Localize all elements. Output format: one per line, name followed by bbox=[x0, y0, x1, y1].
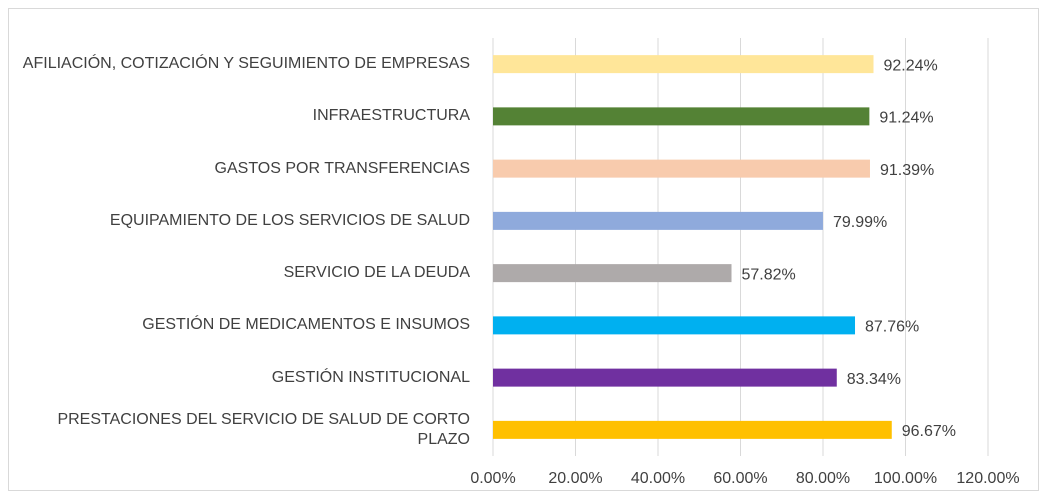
bar bbox=[493, 159, 870, 178]
x-tick-label: 100.00% bbox=[874, 470, 937, 487]
y-tick-label: PRESTACIONES DEL SERVICIO DE SALUD DE CO… bbox=[57, 410, 470, 448]
data-label: 87.76% bbox=[865, 319, 919, 336]
bar bbox=[493, 316, 856, 335]
x-tick-label: 40.00% bbox=[631, 470, 685, 487]
data-label: 79.99% bbox=[833, 214, 887, 231]
x-tick-label: 0.00% bbox=[470, 470, 515, 487]
x-tick-label: 120.00% bbox=[956, 470, 1019, 487]
x-tick-label: 20.00% bbox=[548, 470, 602, 487]
bar bbox=[493, 55, 874, 74]
data-label: 83.34% bbox=[847, 371, 901, 388]
y-tick-label: INFRAESTRUCTURA bbox=[312, 107, 470, 125]
bar bbox=[493, 264, 732, 283]
bar bbox=[493, 211, 823, 230]
y-tick-label: AFILIACIÓN, COTIZACIÓN Y SEGUIMIENTO DE … bbox=[22, 55, 470, 73]
y-tick-label: GESTIÓN DE MEDICAMENTOS E INSUMOS bbox=[142, 316, 470, 334]
data-label: 91.39% bbox=[880, 162, 934, 179]
y-tick-label: GASTOS POR TRANSFERENCIAS bbox=[214, 159, 470, 177]
chart-border bbox=[8, 8, 1039, 491]
data-label: 92.24% bbox=[883, 57, 937, 74]
y-tick-label: SERVICIO DE LA DEUDA bbox=[283, 264, 470, 282]
bar bbox=[493, 107, 870, 126]
data-label: 57.82% bbox=[742, 266, 796, 283]
x-tick-label: 80.00% bbox=[796, 470, 850, 487]
data-label: 91.24% bbox=[879, 110, 933, 127]
data-label: 96.67% bbox=[902, 423, 956, 440]
y-tick-label: EQUIPAMIENTO DE LOS SERVICIOS DE SALUD bbox=[109, 211, 470, 229]
bar bbox=[493, 368, 837, 387]
x-tick-label: 60.00% bbox=[713, 470, 767, 487]
y-tick-label: GESTIÓN INSTITUCIONAL bbox=[271, 368, 470, 386]
bar bbox=[493, 420, 892, 439]
